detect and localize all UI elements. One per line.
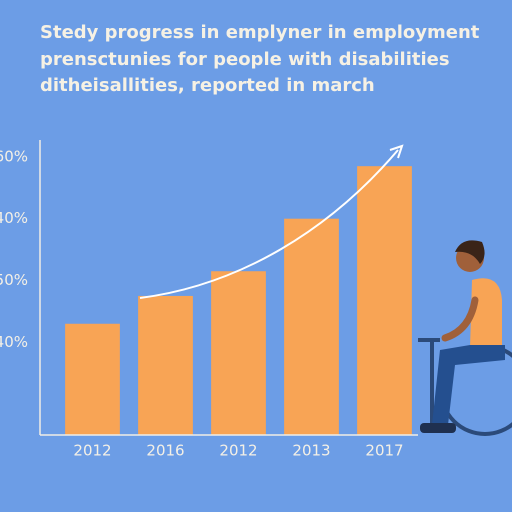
- x-tick-label: 2012: [219, 442, 257, 460]
- plot: 60% 40% 50% 40% 2012 2016 2012 2013 2017: [0, 147, 412, 460]
- chart-title: prensctunies for people with disabilitie…: [40, 49, 450, 70]
- shoe: [420, 423, 456, 433]
- bar: [65, 323, 120, 435]
- x-tick-label: 2012: [73, 442, 111, 460]
- x-tick-label: 2016: [146, 442, 184, 460]
- x-tick-label: 2017: [365, 442, 403, 460]
- y-tick-label: 50%: [0, 271, 28, 289]
- shirt: [470, 278, 502, 348]
- pants: [432, 345, 505, 425]
- hair: [455, 240, 485, 264]
- person-illustration: [418, 240, 512, 436]
- arrow-head: [389, 144, 404, 159]
- y-tick-label: 40%: [0, 333, 28, 351]
- y-tick-label: 60%: [0, 147, 28, 165]
- y-tick-label: 40%: [0, 209, 28, 227]
- bar: [138, 295, 193, 435]
- x-tick-label: 2013: [292, 442, 330, 460]
- bar: [284, 218, 339, 435]
- chart-title: Stedy progress in emplyner in employment: [40, 22, 480, 43]
- arm: [441, 296, 479, 342]
- trend-arrow: [139, 149, 399, 299]
- chart-title: ditheisallities, reported in march: [40, 75, 375, 96]
- bar: [357, 166, 412, 436]
- bar: [211, 271, 266, 435]
